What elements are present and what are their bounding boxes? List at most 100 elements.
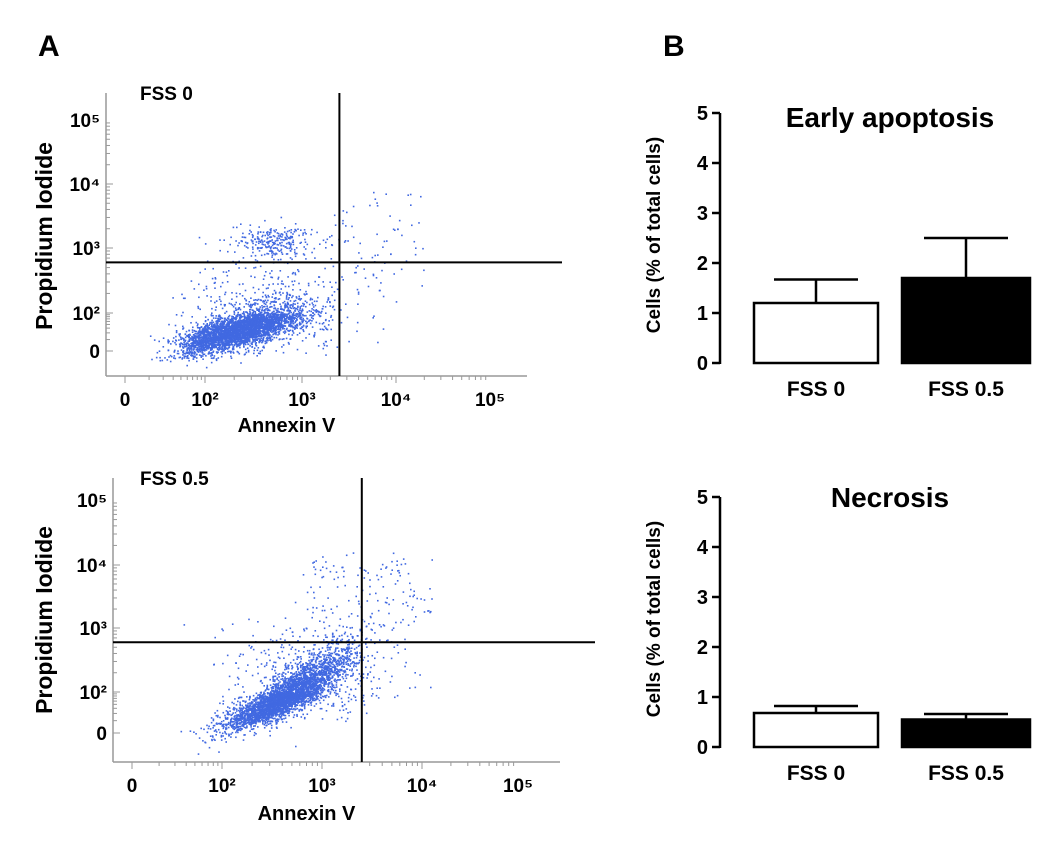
- scatter-point: [271, 241, 274, 244]
- scatter-point: [206, 295, 208, 297]
- scatter-point: [228, 339, 230, 342]
- scatter-point: [213, 341, 216, 343]
- scatter-point: [266, 317, 269, 319]
- scatter-point: [241, 295, 244, 297]
- scatter-point: [285, 321, 288, 323]
- scatter-point: [276, 328, 279, 331]
- scatter-point: [203, 333, 205, 336]
- scatter-point: [270, 312, 273, 315]
- scatter-point: [272, 300, 274, 303]
- scatter-point: [234, 338, 237, 340]
- scatter-point: [241, 312, 244, 315]
- scatter-point: [282, 239, 284, 241]
- scatter-point: [284, 305, 286, 307]
- scatter-point: [292, 673, 294, 675]
- scatter-point: [233, 328, 235, 330]
- scatter-point: [288, 297, 290, 299]
- scatter-point: [274, 313, 276, 315]
- scatter-point: [289, 314, 291, 317]
- scatter-point: [276, 311, 278, 313]
- scatter-point: [256, 322, 259, 325]
- scatter-point: [186, 364, 188, 367]
- scatter-point: [282, 302, 284, 304]
- scatter-point: [285, 253, 288, 255]
- scatter-point: [251, 326, 254, 329]
- scatter-point: [263, 328, 266, 331]
- scatter-point: [229, 327, 231, 330]
- scatter-point: [236, 326, 239, 328]
- scatter-point: [333, 299, 336, 302]
- scatter-point: [232, 316, 234, 318]
- scatter-point: [304, 231, 306, 234]
- scatter-point: [242, 335, 244, 338]
- scatter-point: [331, 234, 333, 237]
- scatter-point: [280, 251, 283, 254]
- scatter-point: [265, 301, 268, 304]
- scatter-point: [194, 355, 196, 358]
- scatter-point: [259, 311, 261, 314]
- scatter-point: [268, 250, 271, 252]
- scatter-point: [275, 350, 277, 352]
- scatter-point: [287, 237, 290, 239]
- scatter-point: [254, 304, 256, 306]
- scatter-point: [286, 238, 288, 241]
- scatter-point: [291, 334, 294, 336]
- scatter-point: [303, 303, 305, 305]
- scatter-point: [331, 306, 334, 309]
- scatter-point: [305, 326, 308, 329]
- scatter-point: [291, 296, 293, 299]
- scatter-point: [287, 312, 290, 315]
- scatter-point: [344, 240, 347, 242]
- scatter-point: [251, 236, 254, 239]
- scatter-point: [247, 318, 250, 320]
- scatter-point: [256, 247, 259, 250]
- scatter-point: [253, 352, 255, 355]
- scatter-point: [244, 297, 246, 300]
- scatter-point: [234, 336, 236, 339]
- scatter-point: [181, 293, 183, 296]
- scatter-point: [226, 322, 229, 324]
- scatter-point: [191, 339, 193, 341]
- scatter-point: [225, 344, 228, 347]
- scatter-point: [182, 350, 184, 353]
- scatter-point: [245, 319, 248, 321]
- scatter-point: [187, 342, 189, 344]
- scatter-point: [175, 331, 178, 334]
- scatter-point: [213, 337, 216, 340]
- scatter-point: [357, 291, 360, 294]
- scatter-point: [223, 322, 225, 325]
- scatter-point: [186, 342, 188, 344]
- scatter-point: [201, 338, 203, 341]
- scatter-point: [252, 248, 254, 250]
- scatter-point: [210, 347, 212, 349]
- scatter-point: [206, 323, 208, 325]
- scatter-point: [272, 283, 274, 285]
- scatter-point: [274, 717, 276, 720]
- scatter-point: [284, 688, 286, 691]
- scatter-point: [301, 308, 304, 310]
- scatter-point: [257, 233, 259, 235]
- scatter-point: [227, 315, 230, 318]
- scatter-point: [260, 247, 262, 249]
- scatter-point: [182, 354, 184, 356]
- scatter-point: [270, 246, 273, 248]
- scatter-point: [301, 340, 304, 342]
- scatter-point: [285, 665, 287, 667]
- scatter-point: [199, 347, 201, 349]
- scatter-point: [279, 322, 281, 324]
- scatter-point: [247, 321, 249, 324]
- scatter-point: [242, 315, 244, 318]
- scatter-point: [252, 324, 255, 327]
- scatter-point: [283, 239, 285, 242]
- scatter-point: [230, 341, 233, 344]
- scatter-point: [288, 241, 290, 244]
- scatter-point: [205, 349, 208, 351]
- scatter-point: [248, 323, 250, 325]
- scatter-point: [280, 239, 282, 241]
- scatter-point: [220, 351, 222, 353]
- scatter-point: [236, 226, 238, 229]
- scatter-point: [235, 339, 237, 341]
- scatter-point: [241, 325, 243, 328]
